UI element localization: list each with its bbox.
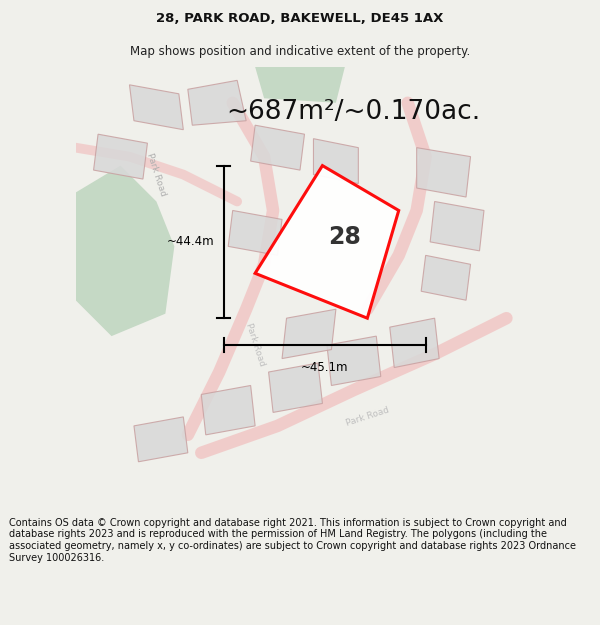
Text: Map shows position and indicative extent of the property.: Map shows position and indicative extent… bbox=[130, 45, 470, 58]
Text: Contains OS data © Crown copyright and database right 2021. This information is : Contains OS data © Crown copyright and d… bbox=[9, 518, 576, 562]
Text: Park Road: Park Road bbox=[244, 322, 266, 368]
Polygon shape bbox=[201, 386, 255, 435]
Polygon shape bbox=[188, 81, 246, 125]
Text: ~44.4m: ~44.4m bbox=[167, 236, 215, 248]
Polygon shape bbox=[313, 139, 358, 184]
Polygon shape bbox=[134, 417, 188, 462]
Text: ~45.1m: ~45.1m bbox=[301, 361, 349, 374]
Text: Park Road: Park Road bbox=[344, 406, 390, 428]
Text: Park Road: Park Road bbox=[145, 152, 167, 198]
Polygon shape bbox=[251, 125, 304, 170]
Polygon shape bbox=[390, 318, 439, 368]
Polygon shape bbox=[228, 211, 282, 256]
Text: 28: 28 bbox=[328, 226, 361, 249]
Polygon shape bbox=[269, 363, 322, 413]
Polygon shape bbox=[255, 67, 345, 102]
Polygon shape bbox=[130, 85, 184, 130]
Polygon shape bbox=[76, 166, 175, 336]
Polygon shape bbox=[421, 256, 470, 300]
Polygon shape bbox=[416, 148, 470, 197]
Polygon shape bbox=[94, 134, 148, 179]
Polygon shape bbox=[282, 309, 336, 359]
Text: ~687m²/~0.170ac.: ~687m²/~0.170ac. bbox=[227, 99, 481, 125]
Polygon shape bbox=[430, 201, 484, 251]
Polygon shape bbox=[327, 336, 381, 386]
Polygon shape bbox=[255, 166, 399, 318]
Text: 28, PARK ROAD, BAKEWELL, DE45 1AX: 28, PARK ROAD, BAKEWELL, DE45 1AX bbox=[157, 12, 443, 25]
